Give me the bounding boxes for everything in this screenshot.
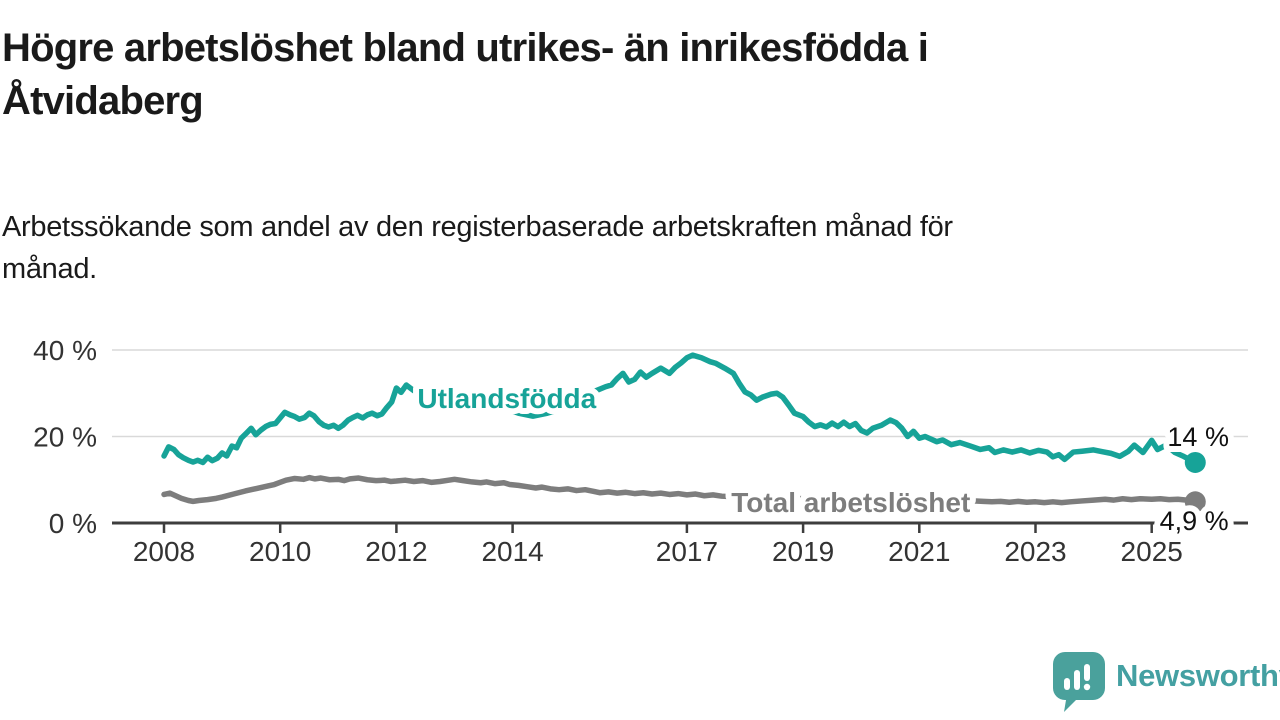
x-axis-tick-label: 2017 [656,536,718,567]
x-axis-tick-label: 2014 [481,536,543,567]
x-axis-tick-label: 2019 [772,536,834,567]
exclamation-dot [1083,683,1091,691]
bar-short [1064,678,1070,690]
page-subtitle: Arbetssökande som andel av den registerb… [2,206,953,290]
page-title-line-1: Högre arbetslöshet bland utrikes- än inr… [2,26,929,70]
series-line-total-arbetsloshet [161,474,1199,506]
x-axis-tick-label: 2021 [888,536,950,567]
x-axis-tick-label: 2010 [249,536,311,567]
newsworthy-brand-text: Newsworthy [1116,658,1280,693]
page-subtitle-line-2: månad. [2,253,97,286]
page-subtitle-line-1: Arbetssökande som andel av den registerb… [2,211,953,243]
exclamation-bar [1084,664,1090,681]
series-end-dot-utlandsfodda [1184,451,1206,473]
bar-tall [1074,670,1080,690]
series-end-dot-total-arbetsloshet [1184,491,1206,513]
y-axis-tick-label: 0 % [49,508,97,539]
x-axis-tick-label: 2025 [1121,536,1183,567]
series-end-value-total-arbetsloshet: 4,9 % [1160,506,1229,536]
y-axis-tick-label: 40 % [33,335,97,366]
series-label-total-arbetsloshet: Total arbetslöshet [731,487,970,518]
series-label-utlandsfodda: Utlandsfödda [417,383,596,414]
series-end-value-utlandsfodda: 14 % [1167,422,1229,452]
newsworthy-logo: Newsworthy [1053,652,1280,714]
page-title: Högre arbetslöshet bland utrikes- än inr… [2,22,929,128]
x-axis-tick-label: 2012 [365,536,427,567]
x-axis-tick-label: 2023 [1004,536,1066,567]
newsworthy-logo-icon [1053,652,1105,712]
y-axis-tick-label: 20 % [33,422,97,453]
x-axis-tick-label: 2008 [133,536,195,567]
page-title-line-2: Åtvidaberg [2,78,204,123]
series-line-utlandsfodda [161,352,1199,466]
